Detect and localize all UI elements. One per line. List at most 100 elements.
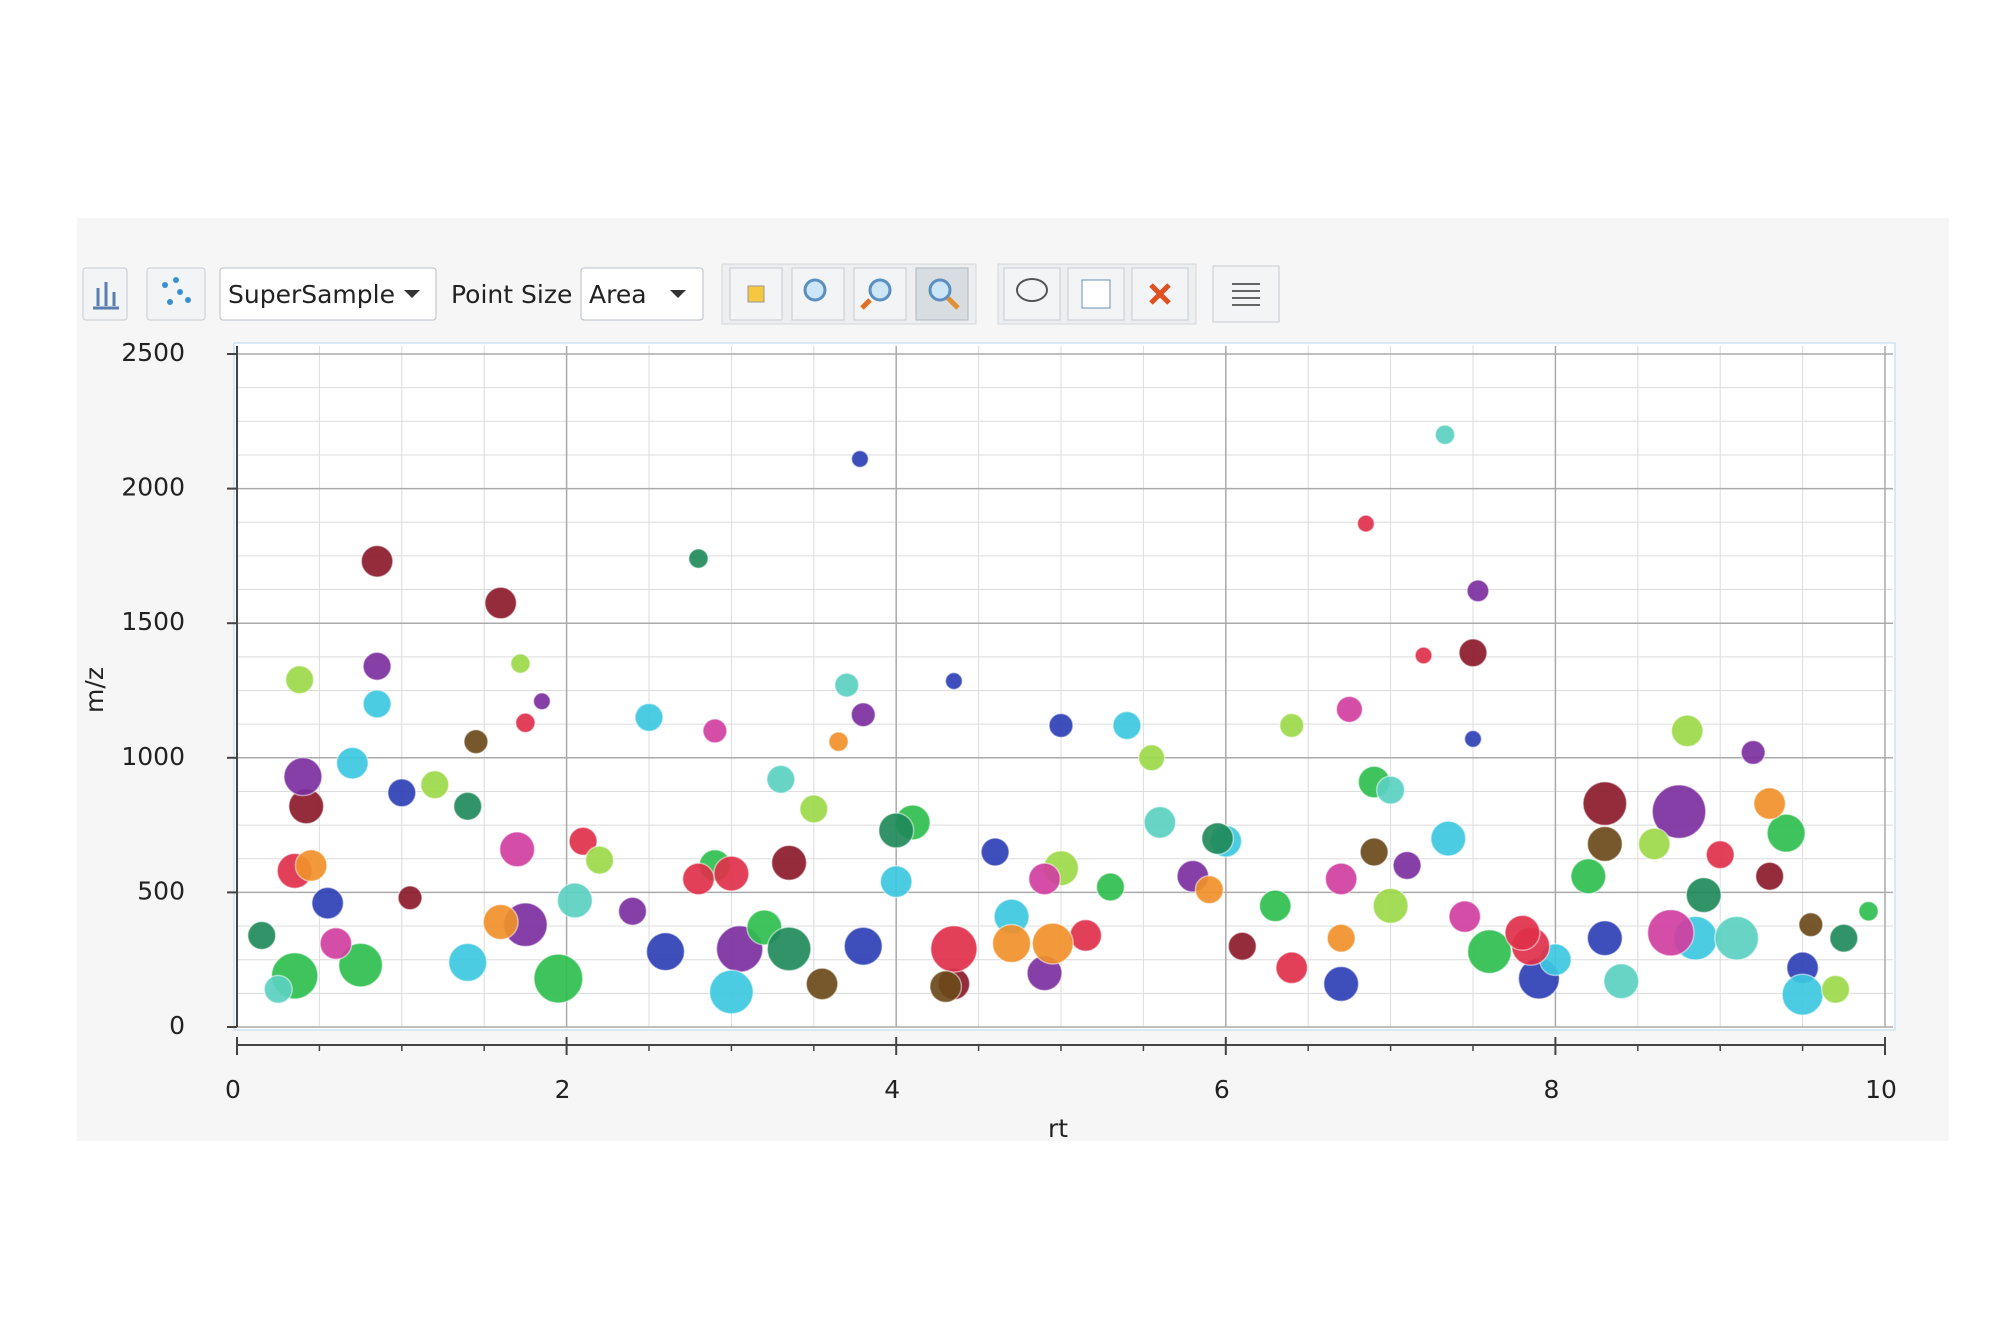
x-tick-label: 0 [225,1075,241,1104]
point [556,882,594,919]
point [584,845,615,875]
point [1278,712,1305,739]
icon [946,296,960,310]
axes: 0 500 1000 1500 2000 2500 0 2 4 6 8 10 [121,338,1897,1104]
point [1798,911,1824,938]
point [805,967,839,1001]
point [1359,837,1389,867]
point [1463,729,1483,749]
point [1586,919,1624,957]
point [850,449,870,469]
point [770,844,808,881]
y-tick-label: 2500 [121,338,185,367]
point [766,926,812,972]
point [360,544,394,578]
lasso-button[interactable] [1003,267,1061,321]
point [1754,861,1785,891]
point [311,886,345,920]
point [1137,744,1166,772]
sample-dropdown[interactable] [219,267,437,321]
point [1637,827,1671,861]
point [1781,973,1824,1016]
point [397,885,423,911]
point [1112,710,1142,741]
point [482,903,519,941]
y-tick-label: 1000 [121,742,185,771]
point [708,969,754,1015]
point [284,665,315,695]
point [532,692,552,711]
table-button[interactable] [1212,265,1280,323]
point [1829,923,1859,953]
point [335,746,369,780]
y-tick-label: 0 [169,1011,185,1040]
point [447,942,488,983]
point [834,672,860,698]
point [1714,915,1760,961]
point [617,896,648,926]
point [681,862,715,896]
point [1466,579,1490,603]
point [828,731,849,753]
icon [1232,283,1260,306]
point [991,923,1032,964]
toolbar: SuperSample Point Size Area [82,263,1280,325]
point [246,920,277,951]
x-tick-label: 8 [1543,1075,1559,1104]
point [463,728,489,755]
point [1392,850,1422,881]
point [929,970,963,1004]
icon [928,278,952,302]
point [1031,922,1074,965]
point [1324,862,1358,896]
point [980,837,1010,867]
x-axis-label: rt [1048,1114,1068,1143]
point [1705,839,1735,870]
point [843,926,883,966]
point [1275,951,1309,985]
point [1685,876,1722,914]
point [1820,974,1851,1005]
point [645,931,686,972]
point [1603,963,1640,1000]
point [799,794,829,824]
icon [1081,279,1111,309]
point [1582,780,1628,827]
point [263,974,293,1005]
points [246,424,1879,1016]
point [1095,872,1126,902]
point [420,769,450,800]
dropdown-text: Area [589,280,647,309]
point [879,865,913,899]
point [1375,775,1406,805]
point [452,791,483,821]
dropdown-text: SuperSample [228,280,395,309]
point [1753,787,1787,821]
y-tick-label: 2000 [121,473,185,502]
point [319,927,353,961]
point [387,778,417,808]
point [1322,965,1360,1003]
point [1143,805,1177,839]
point [1670,714,1704,748]
scatter-icon-button[interactable] [146,267,206,321]
point [878,812,915,849]
point [514,712,536,734]
point [1201,822,1235,856]
icon [162,277,191,305]
point [1069,918,1103,953]
point [533,953,584,1004]
point [338,942,384,988]
point [283,756,323,797]
point [1651,784,1707,840]
icon [747,285,765,303]
point-size-dropdown[interactable] [580,267,704,321]
point [510,653,531,675]
dropdown-arrow [404,290,420,298]
point [687,548,709,570]
point [362,689,392,719]
icon [860,298,872,310]
point [1858,900,1879,922]
point [1434,424,1456,446]
